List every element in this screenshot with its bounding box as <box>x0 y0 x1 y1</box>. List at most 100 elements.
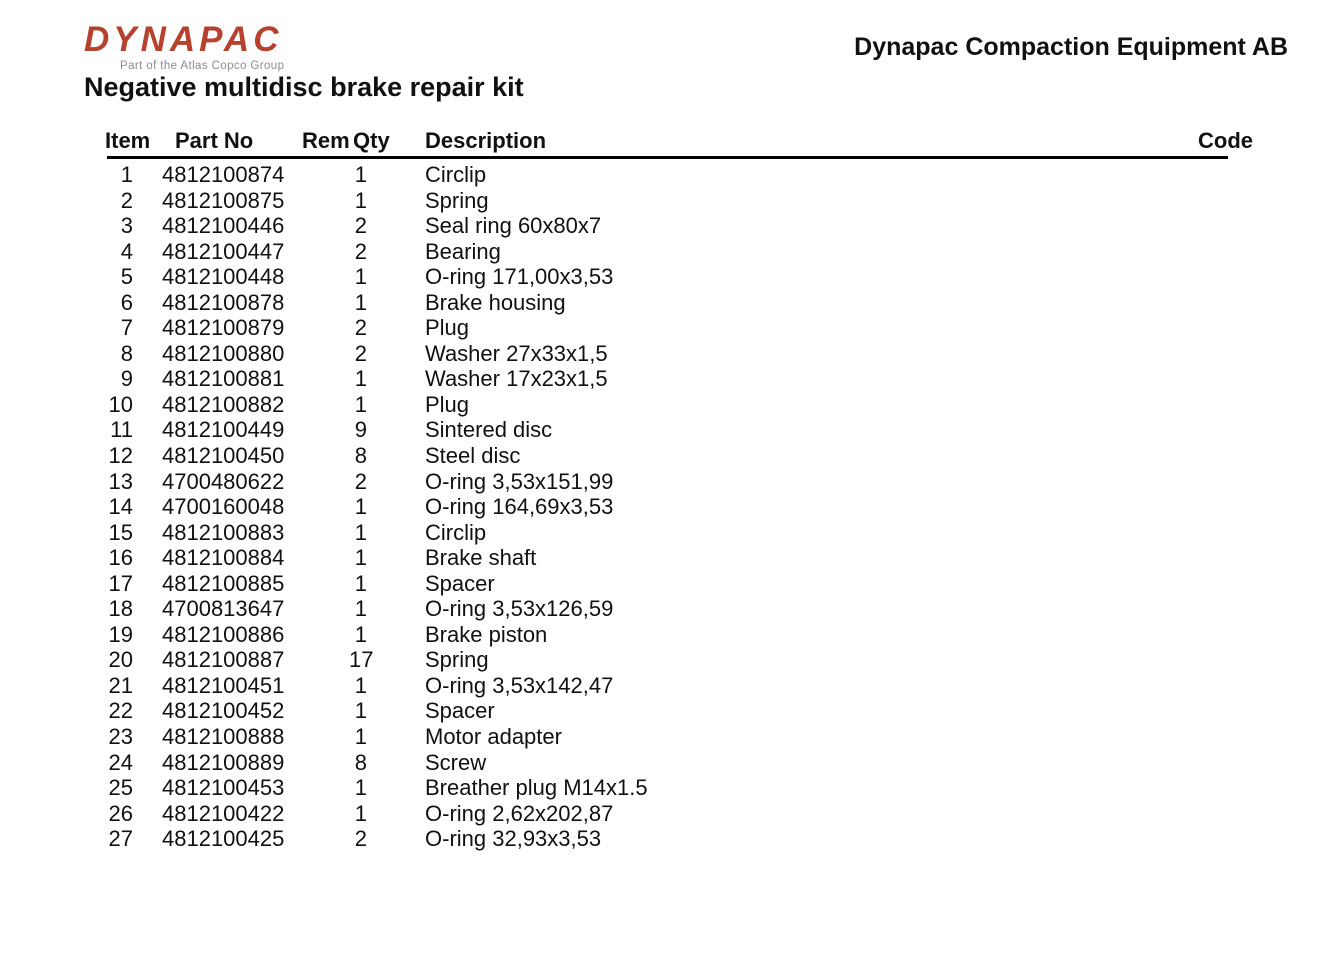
cell-part-no: 4812100451 <box>162 672 285 698</box>
cell-description: Bearing <box>425 238 501 264</box>
table-row: 8 4812100880 2 Washer 27x33x1,5 <box>105 341 1253 367</box>
cell-qty: 1 <box>354 289 367 315</box>
cell-item: 27 <box>108 826 133 852</box>
cell-description: O-ring 3,53x151,99 <box>425 468 614 494</box>
cell-rem <box>300 596 349 622</box>
cell-part-no: 4812100888 <box>162 724 285 750</box>
table-row: 15 4812100883 1 Circlip <box>105 520 1253 546</box>
table-row: 26 4812100422 1 O-ring 2,62x202,87 <box>105 801 1253 827</box>
cell-part-no: 4812100447 <box>162 238 285 264</box>
cell-qty: 1 <box>354 391 367 417</box>
cell-code <box>1150 366 1253 392</box>
table-row: 13 4700480622 2 O-ring 3,53x151,99 <box>105 469 1253 495</box>
cell-part-no: 4812100883 <box>162 519 285 545</box>
cell-description: O-ring 3,53x126,59 <box>425 596 614 622</box>
cell-description: Brake housing <box>425 289 566 315</box>
cell-description: Washer 17x23x1,5 <box>425 366 608 392</box>
cell-rem <box>300 366 349 392</box>
cell-item: 13 <box>108 468 133 494</box>
cell-description: O-ring 3,53x142,47 <box>425 672 614 698</box>
cell-code <box>1150 622 1253 648</box>
cell-description: Breather plug M14x1.5 <box>425 775 648 801</box>
cell-part-no: 4812100452 <box>162 698 285 724</box>
cell-qty: 1 <box>354 264 367 290</box>
cell-rem <box>300 724 349 750</box>
cell-qty: 1 <box>354 519 367 545</box>
cell-item: 17 <box>108 570 133 596</box>
cell-qty: 2 <box>354 315 367 341</box>
cell-code <box>1150 673 1253 699</box>
cell-rem <box>300 417 349 443</box>
cell-part-no: 4700160048 <box>162 494 285 520</box>
cell-item: 14 <box>108 494 133 520</box>
cell-code <box>1150 469 1253 495</box>
cell-description: Screw <box>425 749 487 775</box>
cell-part-no: 4812100880 <box>162 340 285 366</box>
cell-part-no: 4700813647 <box>162 596 285 622</box>
cell-rem <box>300 392 349 418</box>
cell-code <box>1150 698 1253 724</box>
cell-qty: 2 <box>354 238 367 264</box>
cell-rem <box>300 290 349 316</box>
cell-code <box>1150 826 1253 852</box>
table-row: 11 4812100449 9 Sintered disc <box>105 417 1253 443</box>
cell-description: Plug <box>425 391 470 417</box>
cell-description: Washer 27x33x1,5 <box>425 340 608 366</box>
cell-description: Brake shaft <box>425 545 537 571</box>
cell-item: 24 <box>108 749 133 775</box>
table-row: 19 4812100886 1 Brake piston <box>105 622 1253 648</box>
cell-rem <box>300 188 349 214</box>
cell-part-no: 4812100449 <box>162 417 285 443</box>
cell-description: Sintered disc <box>425 417 553 443</box>
cell-item: 5 <box>120 264 133 290</box>
cell-qty: 1 <box>354 545 367 571</box>
table-row: 5 4812100448 1 O-ring 171,00x3,53 <box>105 264 1253 290</box>
cell-rem <box>300 315 349 341</box>
column-header-description: Description <box>425 128 547 153</box>
cell-part-no: 4812100450 <box>162 443 285 469</box>
cell-qty: 8 <box>354 443 367 469</box>
cell-rem <box>300 443 349 469</box>
cell-part-no: 4812100887 <box>162 647 285 673</box>
cell-code <box>1150 213 1253 239</box>
cell-item: 11 <box>110 417 133 443</box>
cell-part-no: 4812100878 <box>162 289 285 315</box>
cell-code <box>1150 520 1253 546</box>
cell-description: Plug <box>425 315 470 341</box>
cell-rem <box>300 750 349 776</box>
cell-part-no: 4812100425 <box>162 826 285 852</box>
cell-item: 6 <box>120 289 133 315</box>
cell-code <box>1150 315 1253 341</box>
parts-table-body: 1 4812100874 1 Circlip 2 4812100875 1 Spring 3 48… <box>105 162 1253 852</box>
table-row: 14 4700160048 1 O-ring 164,69x3,53 <box>105 494 1253 520</box>
cell-description: Steel disc <box>425 443 521 469</box>
cell-code <box>1150 290 1253 316</box>
table-row: 4 4812100447 2 Bearing <box>105 239 1253 265</box>
cell-item: 20 <box>108 647 133 673</box>
table-row: 18 4700813647 1 O-ring 3,53x126,59 <box>105 596 1253 622</box>
cell-rem <box>300 213 349 239</box>
cell-description: O-ring 32,93x3,53 <box>425 826 602 852</box>
cell-part-no: 4812100884 <box>162 545 285 571</box>
cell-description: Circlip <box>425 519 487 545</box>
cell-rem <box>300 341 349 367</box>
cell-description: Spacer <box>425 570 495 596</box>
column-header-part-no: Part No <box>175 128 254 153</box>
cell-part-no: 4700480622 <box>162 468 285 494</box>
cell-code <box>1150 775 1253 801</box>
cell-rem <box>300 239 349 265</box>
cell-item: 1 <box>120 162 133 187</box>
cell-part-no: 4812100874 <box>162 162 285 187</box>
cell-part-no: 4812100889 <box>162 749 285 775</box>
cell-qty: 1 <box>354 187 367 213</box>
cell-code <box>1150 545 1253 571</box>
cell-code <box>1150 264 1253 290</box>
cell-item: 2 <box>120 187 133 213</box>
cell-qty: 1 <box>354 800 367 826</box>
table-row: 7 4812100879 2 Plug <box>105 315 1253 341</box>
column-header-rem: Rem <box>302 128 350 153</box>
cell-description: Brake piston <box>425 621 548 647</box>
table-row: 17 4812100885 1 Spacer <box>105 571 1253 597</box>
table-row: 2 4812100875 1 Spring <box>105 188 1253 214</box>
cell-rem <box>300 571 349 597</box>
